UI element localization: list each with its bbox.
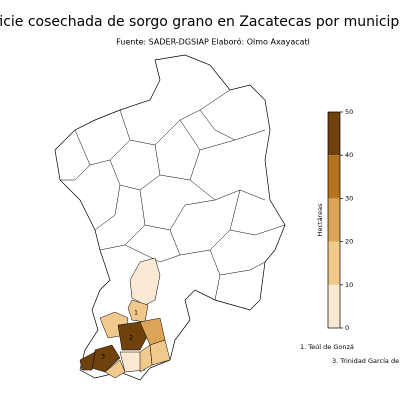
annotation: 1. Teúl de Gonzá: [300, 343, 354, 351]
municipality: [104, 359, 126, 379]
colorbar-label: Hectáreas: [316, 203, 324, 237]
colorbar-tick-label: 40: [345, 151, 353, 159]
municipality: [119, 351, 146, 373]
colorbar-tick-label: 0: [345, 324, 349, 332]
colorbar-bin: [328, 241, 340, 285]
municipality: [117, 321, 149, 351]
colorbar-bin: [328, 155, 340, 199]
municipal-borders: [60, 89, 286, 301]
colorbar-tick-label: 20: [345, 238, 353, 246]
colorbar-tick-label: 50: [345, 108, 353, 116]
annotation: 3. Trinidad García de: [332, 357, 399, 365]
state-outline: [54, 54, 286, 381]
municipality: [127, 299, 149, 323]
municipality: [129, 257, 161, 306]
colorbar-tick-label: 30: [345, 194, 353, 202]
municipality-label: 3: [101, 354, 105, 361]
municipality-label: 1: [134, 310, 138, 317]
colorbar-tick-label: 10: [345, 281, 353, 289]
map-title: erficie cosechada de sorgo grano en Zaca…: [0, 14, 400, 30]
colorbar-frame: [327, 111, 341, 329]
colorbar-bin: [328, 112, 340, 156]
municipality: [79, 351, 96, 371]
colorbar-bin: [328, 198, 340, 242]
municipality-label: 2: [129, 335, 133, 342]
colorbar-bin: [328, 284, 340, 328]
municipality: [139, 344, 153, 373]
map-subtitle: Fuente: SADER-DGSIAP Elaboró: Olmo Axaya…: [116, 37, 310, 47]
